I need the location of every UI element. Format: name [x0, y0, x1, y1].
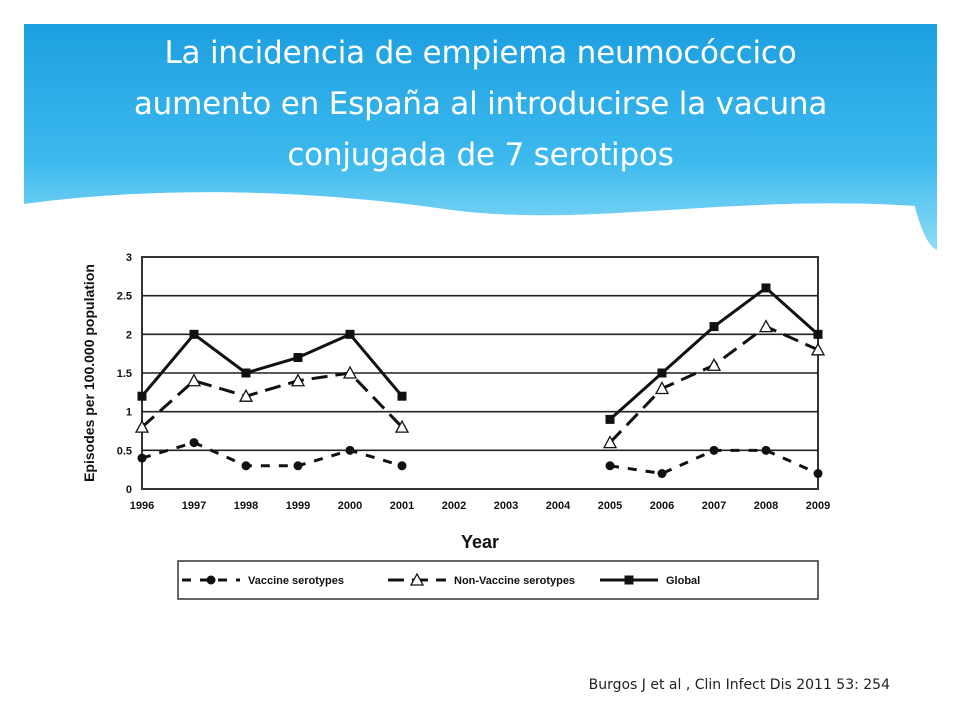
x-tick-label: 2003	[494, 500, 518, 512]
x-tick-label: 2001	[390, 500, 414, 512]
y-tick-label: 0.5	[117, 445, 132, 457]
square-marker	[241, 368, 251, 378]
circle-marker	[813, 469, 823, 479]
triangle-marker	[706, 357, 722, 371]
x-axis-label: Year	[461, 532, 499, 552]
x-tick-label: 2005	[598, 500, 622, 512]
square-marker	[624, 575, 634, 585]
series-markers	[134, 283, 826, 479]
circle-marker	[137, 453, 147, 463]
citation: Burgos J et al , Clin Infect Dis 2011 53…	[588, 677, 890, 693]
circle-marker	[605, 461, 615, 471]
y-tick-label: 0	[126, 484, 132, 496]
square-marker	[813, 329, 823, 339]
x-tick-label: 1997	[182, 500, 206, 512]
square-marker	[397, 391, 407, 401]
series-line	[141, 371, 404, 429]
triangle-marker	[342, 365, 358, 379]
square-marker	[293, 353, 303, 363]
banner-background	[24, 24, 937, 250]
x-tick-label: 2004	[546, 500, 571, 512]
triangle-marker	[290, 373, 306, 387]
square-marker	[709, 322, 719, 332]
y-tick-label: 1	[126, 407, 132, 419]
x-tick-label: 2000	[338, 500, 362, 512]
y-tick-label: 2.5	[117, 291, 132, 303]
legend-label: Non-Vaccine serotypes	[454, 575, 575, 587]
triangle-marker	[654, 381, 670, 395]
circle-marker	[397, 461, 407, 471]
x-tick-label: 1996	[130, 500, 154, 512]
triangle-marker	[134, 419, 150, 433]
square-marker	[605, 414, 615, 424]
x-tick-label: 2002	[442, 500, 466, 512]
title-line-2: aumento en España al introducirse la vac…	[133, 86, 828, 122]
circle-marker	[241, 461, 251, 471]
x-tick-label: 2009	[806, 500, 830, 512]
square-marker	[345, 329, 355, 339]
y-tick-label: 1.5	[117, 368, 132, 380]
x-tick-label: 2007	[702, 500, 726, 512]
slide-title: La incidencia de empiema neumocóccico au…	[24, 28, 937, 181]
circle-marker	[189, 438, 199, 448]
x-tick-labels: 1996 1997 1998 1999 2000 2001 2002 2003 2004 2005…	[130, 500, 830, 512]
circle-marker	[761, 445, 771, 455]
title-line-1: La incidencia de empiema neumocóccico	[164, 35, 797, 71]
x-tick-label: 2008	[754, 500, 778, 512]
legend-label: Global	[666, 575, 700, 587]
series-line	[140, 332, 404, 398]
triangle-marker	[810, 342, 826, 356]
title-line-3: conjugada de 7 serotipos	[287, 137, 674, 173]
y-axis-label: Episodes per 100.000 population	[81, 264, 97, 482]
circle-marker	[657, 469, 667, 479]
square-marker	[657, 368, 667, 378]
circle-marker	[709, 445, 719, 455]
triangle-marker	[238, 388, 254, 402]
triangle-marker	[758, 319, 774, 333]
title-banner	[24, 24, 937, 250]
triangle-marker	[186, 373, 202, 387]
legend-label: Vaccine serotypes	[248, 575, 344, 587]
x-tick-label: 1998	[234, 500, 258, 512]
square-marker	[137, 391, 147, 401]
triangle-marker	[409, 572, 425, 586]
x-tick-label: 1999	[286, 500, 310, 512]
triangle-marker	[394, 419, 410, 433]
y-tick-labels: 0 0.5 1 1.5 2 2.5 3	[117, 252, 132, 496]
x-tick-label: 2006	[650, 500, 674, 512]
circle-marker	[293, 461, 303, 471]
y-tick-label: 2	[126, 329, 132, 341]
square-marker	[189, 329, 199, 339]
legend: Vaccine serotypes Non-Vaccine serotypes Gl…	[177, 560, 819, 600]
circle-marker	[206, 575, 216, 585]
incidence-chart: 0 0.5 1 1.5 2 2.5 3 1996 1997 1998 1999 2000 2001 20…	[81, 252, 830, 600]
y-tick-label: 3	[126, 252, 132, 264]
circle-marker	[345, 445, 355, 455]
legend-box	[177, 560, 819, 600]
square-marker	[761, 283, 771, 293]
triangle-marker	[602, 435, 618, 449]
